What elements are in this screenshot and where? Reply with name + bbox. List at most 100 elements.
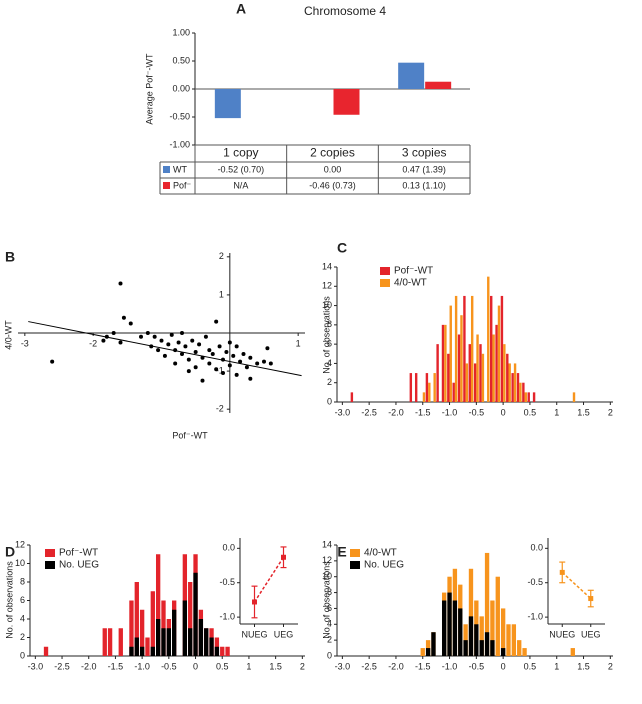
point xyxy=(588,596,594,602)
bar xyxy=(522,382,525,402)
bar xyxy=(487,276,490,402)
bar xyxy=(431,632,436,656)
bar xyxy=(134,637,139,656)
x-tick-label: 2 xyxy=(608,661,613,671)
bar xyxy=(479,344,482,402)
x-tick-label: -1.5 xyxy=(415,407,431,417)
x-tick-label: NUEG xyxy=(241,629,267,639)
bar xyxy=(506,353,509,402)
point xyxy=(281,554,286,560)
bar xyxy=(479,616,484,656)
x-tick-label: 0 xyxy=(193,661,198,671)
point xyxy=(186,357,191,362)
bar xyxy=(503,344,506,402)
bar xyxy=(447,592,452,656)
bar xyxy=(517,640,522,656)
bar xyxy=(139,609,145,656)
y-tick-label: -0.5 xyxy=(219,577,235,587)
bar xyxy=(442,600,447,656)
bar xyxy=(490,640,495,656)
bar xyxy=(422,392,426,402)
y-tick-label: 12 xyxy=(322,555,332,565)
y-tick-label: 10 xyxy=(322,300,332,310)
point xyxy=(176,340,181,345)
y-tick-label: 2 xyxy=(327,377,332,387)
bar xyxy=(481,353,485,402)
bar xyxy=(433,373,436,402)
y-tick-label: 2 xyxy=(327,635,332,645)
point xyxy=(190,338,195,343)
bar xyxy=(513,363,517,402)
point xyxy=(173,361,178,366)
x-tick-label: -2.5 xyxy=(361,407,377,417)
point xyxy=(156,348,161,353)
bar xyxy=(508,363,511,402)
table-cell: 0.13 (1.10) xyxy=(402,180,446,190)
y-tick-label: -1.0 xyxy=(219,611,235,621)
bar xyxy=(225,646,230,656)
point xyxy=(121,315,126,320)
bar xyxy=(333,89,360,115)
bar xyxy=(458,608,463,656)
panel-letter: C xyxy=(337,240,347,256)
point xyxy=(159,338,164,343)
panel-letter: B xyxy=(5,249,15,265)
bar xyxy=(490,600,495,656)
bar xyxy=(398,62,425,89)
bar xyxy=(516,373,520,402)
point xyxy=(559,569,565,575)
y-axis-title: No. of observations xyxy=(321,296,331,374)
table-cell: -0.46 (0.73) xyxy=(309,180,356,190)
x-tick-label: 0 xyxy=(501,661,506,671)
bar xyxy=(452,600,458,656)
bar xyxy=(188,582,193,656)
bar xyxy=(444,324,447,402)
bar xyxy=(463,624,468,656)
point xyxy=(214,319,219,324)
point xyxy=(268,361,273,366)
bar xyxy=(214,89,241,119)
bar xyxy=(414,373,418,402)
bar xyxy=(441,324,445,402)
point xyxy=(128,321,133,326)
bar xyxy=(425,373,429,402)
point xyxy=(234,344,239,349)
bar xyxy=(470,295,474,402)
bar xyxy=(511,624,517,656)
legend-swatch xyxy=(380,267,390,275)
bar xyxy=(220,646,225,656)
table-header: 3 copies xyxy=(402,146,447,160)
point xyxy=(118,281,123,286)
bar xyxy=(476,334,479,402)
x-tick-label: -1.0 xyxy=(134,661,150,671)
point xyxy=(152,334,157,339)
bar xyxy=(495,324,498,402)
bar xyxy=(188,628,193,656)
legend-label: 4/0-WT xyxy=(394,278,427,289)
table-header: 2 copies xyxy=(310,146,355,160)
y-tick-label: 0.00 xyxy=(172,83,190,93)
bar xyxy=(454,295,458,402)
x-axis-title: Pof⁻-WT xyxy=(172,430,208,440)
bar xyxy=(193,572,198,656)
legend-swatch xyxy=(350,549,360,557)
y-tick-label: 2 xyxy=(20,632,25,642)
y-axis-title: No. of observations xyxy=(321,561,331,639)
bar xyxy=(495,576,500,656)
y-tick-label: 0 xyxy=(327,650,332,660)
x-tick-label: -2.0 xyxy=(388,661,404,671)
y-tick-label: 2 xyxy=(219,251,224,261)
point xyxy=(200,378,205,383)
x-tick-label: 1.5 xyxy=(577,661,590,671)
point xyxy=(265,346,270,351)
y-tick-label: 4 xyxy=(20,613,25,623)
point xyxy=(210,351,215,356)
y-tick-label: 0 xyxy=(20,650,25,660)
bar xyxy=(150,591,155,656)
bar xyxy=(436,344,439,402)
x-tick-label: -0.5 xyxy=(469,407,485,417)
bar xyxy=(447,353,450,402)
x-tick-label: 0.5 xyxy=(216,661,229,671)
bar xyxy=(409,373,413,402)
y-tick-label: 10 xyxy=(322,571,332,581)
